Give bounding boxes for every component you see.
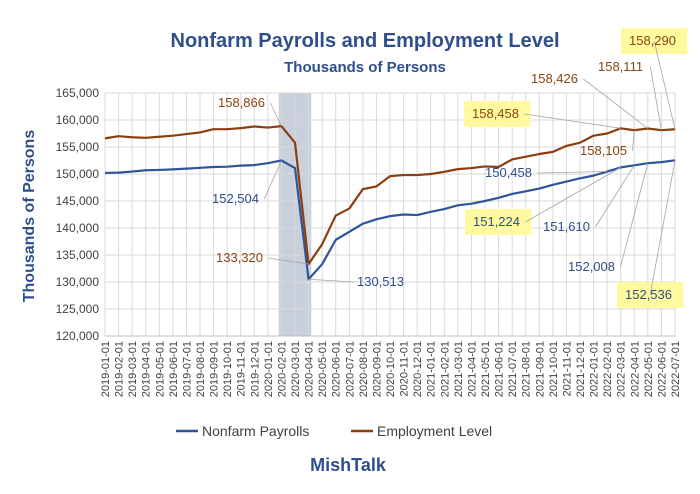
x-tick-label: 2021-08-01 — [521, 341, 533, 397]
chart-title: Nonfarm Payrolls and Employment Level — [171, 30, 560, 52]
data-label: 158,458 — [472, 106, 519, 121]
data-label: 151,610 — [543, 219, 590, 234]
data-label-leader — [308, 278, 356, 283]
x-tick-label: 2021-05-01 — [480, 341, 492, 397]
y-tick-label: 155,000 — [56, 140, 100, 154]
x-tick-label: 2020-12-01 — [412, 341, 424, 397]
data-label: 158,290 — [629, 33, 676, 48]
x-tick-label: 2020-10-01 — [385, 341, 397, 397]
data-label-leader — [525, 167, 621, 223]
y-tick-label: 130,000 — [56, 275, 100, 289]
data-label-leader — [524, 113, 621, 129]
x-tick-label: 2020-04-01 — [304, 341, 316, 397]
x-tick-label: 2020-09-01 — [371, 341, 383, 397]
y-tick-label: 150,000 — [56, 167, 100, 181]
x-tick-label: 2020-01-01 — [263, 341, 275, 397]
x-tick-label: 2019-02-01 — [114, 341, 126, 397]
x-tick-label: 2022-07-01 — [670, 341, 682, 397]
x-tick-label: 2020-07-01 — [344, 341, 356, 397]
y-tick-label: 120,000 — [56, 329, 100, 343]
data-label: 152,504 — [212, 191, 259, 206]
legend: Nonfarm Payrolls Employment Level — [176, 423, 492, 439]
y-tick-label: 145,000 — [56, 194, 100, 208]
data-label-leader — [632, 130, 635, 152]
x-tick-label: 2020-08-01 — [358, 341, 370, 397]
x-tick-label: 2019-06-01 — [168, 341, 180, 397]
data-label: 151,224 — [473, 214, 520, 229]
data-label-leader — [537, 171, 608, 174]
data-label: 158,426 — [531, 71, 578, 86]
data-label: 133,320 — [216, 250, 263, 265]
data-label-leader — [653, 40, 676, 130]
x-tick-label: 2019-08-01 — [195, 341, 207, 397]
x-tick-label: 2022-05-01 — [643, 341, 655, 397]
x-tick-label: 2021-04-01 — [466, 341, 478, 397]
series-line-employment-level — [104, 125, 676, 266]
x-tick-label: 2022-01-01 — [589, 341, 601, 397]
x-tick-label: 2019-11-01 — [236, 341, 248, 396]
x-tick-label: 2019-05-01 — [154, 341, 166, 397]
chart-subtitle: Thousands of Persons — [284, 59, 446, 76]
x-tick-label: 2019-10-01 — [222, 341, 234, 397]
data-label-leader — [620, 163, 649, 268]
data-label-highlight — [464, 101, 531, 127]
y-tick-label: 135,000 — [56, 248, 100, 262]
y-axis-label: Thousands of Persons — [21, 130, 38, 303]
data-label: 150,458 — [485, 165, 532, 180]
x-tick-label: 2019-03-01 — [127, 341, 139, 397]
x-tick-label: 2021-03-01 — [453, 341, 465, 397]
data-label: 152,008 — [568, 259, 615, 274]
x-tick-label: 2021-02-01 — [439, 341, 451, 397]
x-tick-label: 2019-04-01 — [141, 341, 153, 397]
x-tick-label: 2020-06-01 — [331, 341, 343, 397]
data-label-leader — [650, 66, 662, 131]
data-label: 130,513 — [357, 274, 404, 289]
y-tick-label: 160,000 — [56, 113, 100, 127]
data-label: 158,866 — [218, 95, 265, 110]
x-tick-label: 2021-12-01 — [575, 341, 587, 397]
x-tick-label: 2021-01-01 — [426, 341, 438, 397]
y-tick-label: 125,000 — [56, 302, 100, 316]
x-tick-label: 2020-03-01 — [290, 341, 302, 397]
x-tick-label: 2021-09-01 — [534, 341, 546, 397]
x-tick-label: 2022-04-01 — [629, 341, 641, 397]
x-tick-label: 2019-12-01 — [249, 341, 261, 397]
x-tick-label: 2021-07-01 — [507, 341, 519, 397]
data-label: 152,536 — [625, 287, 672, 302]
legend-label-payrolls: Nonfarm Payrolls — [202, 423, 309, 439]
x-tick-label: 2020-02-01 — [276, 341, 288, 397]
series-line-nonfarm-payrolls — [104, 159, 676, 281]
data-label-leader — [583, 78, 649, 129]
data-label: 158,105 — [580, 143, 627, 158]
data-label-leader — [649, 160, 676, 296]
x-tick-label: 2020-05-01 — [317, 341, 329, 397]
x-tick-label: 2019-09-01 — [209, 341, 221, 397]
x-tick-label: 2022-02-01 — [602, 341, 614, 397]
data-label: 158,111 — [598, 59, 643, 74]
x-tick-label: 2022-03-01 — [616, 341, 628, 397]
x-tick-label: 2019-01-01 — [100, 341, 112, 397]
x-tick-label: 2020-11-01 — [399, 341, 411, 396]
data-label-leader — [595, 165, 635, 228]
y-tick-label: 140,000 — [56, 221, 100, 235]
data-label-leader — [270, 102, 282, 127]
plot-area: 120,000 125,000 130,000 135,000 140,000 145,0… — [56, 28, 688, 397]
data-label-highlight — [465, 209, 532, 235]
legend-label-employment: Employment Level — [377, 423, 492, 439]
data-label-leader — [264, 160, 282, 200]
x-tick-label: 2021-10-01 — [548, 341, 560, 397]
data-label-leader — [268, 257, 309, 265]
x-tick-label: 2021-11-01 — [561, 341, 573, 396]
x-tick-label: 2021-06-01 — [494, 341, 506, 397]
mishtalk-logo: MishTalk — [310, 455, 387, 475]
x-tick-label: 2019-07-01 — [181, 341, 193, 397]
x-tick-label: 2022-06-01 — [656, 341, 668, 397]
y-tick-label: 165,000 — [56, 86, 100, 100]
